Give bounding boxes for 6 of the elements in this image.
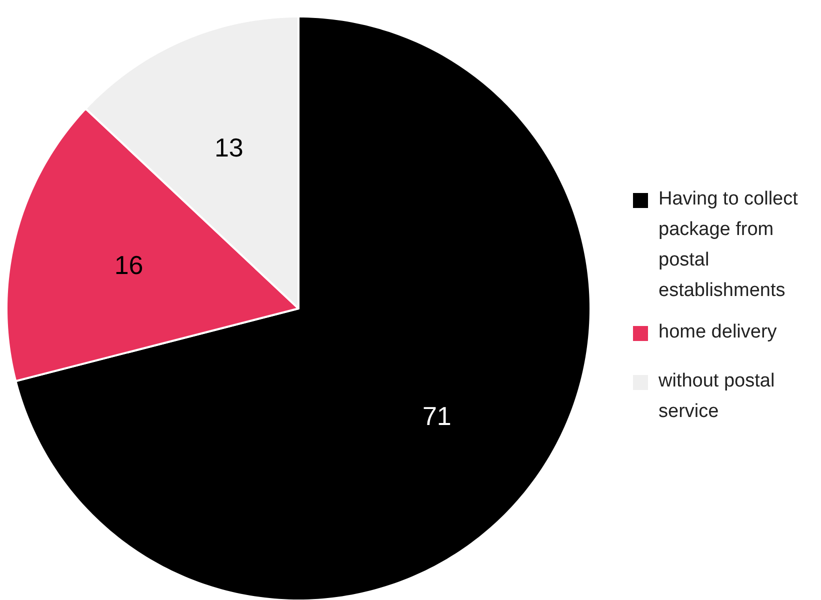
- legend-label: home delivery: [658, 322, 778, 342]
- data-label: 71: [422, 400, 452, 431]
- data-label: 16: [114, 250, 144, 280]
- legend-label: Having to collect package from postal establishments: [658, 188, 799, 301]
- legend-label: without postal service: [658, 370, 775, 422]
- data-label: 13: [214, 132, 244, 163]
